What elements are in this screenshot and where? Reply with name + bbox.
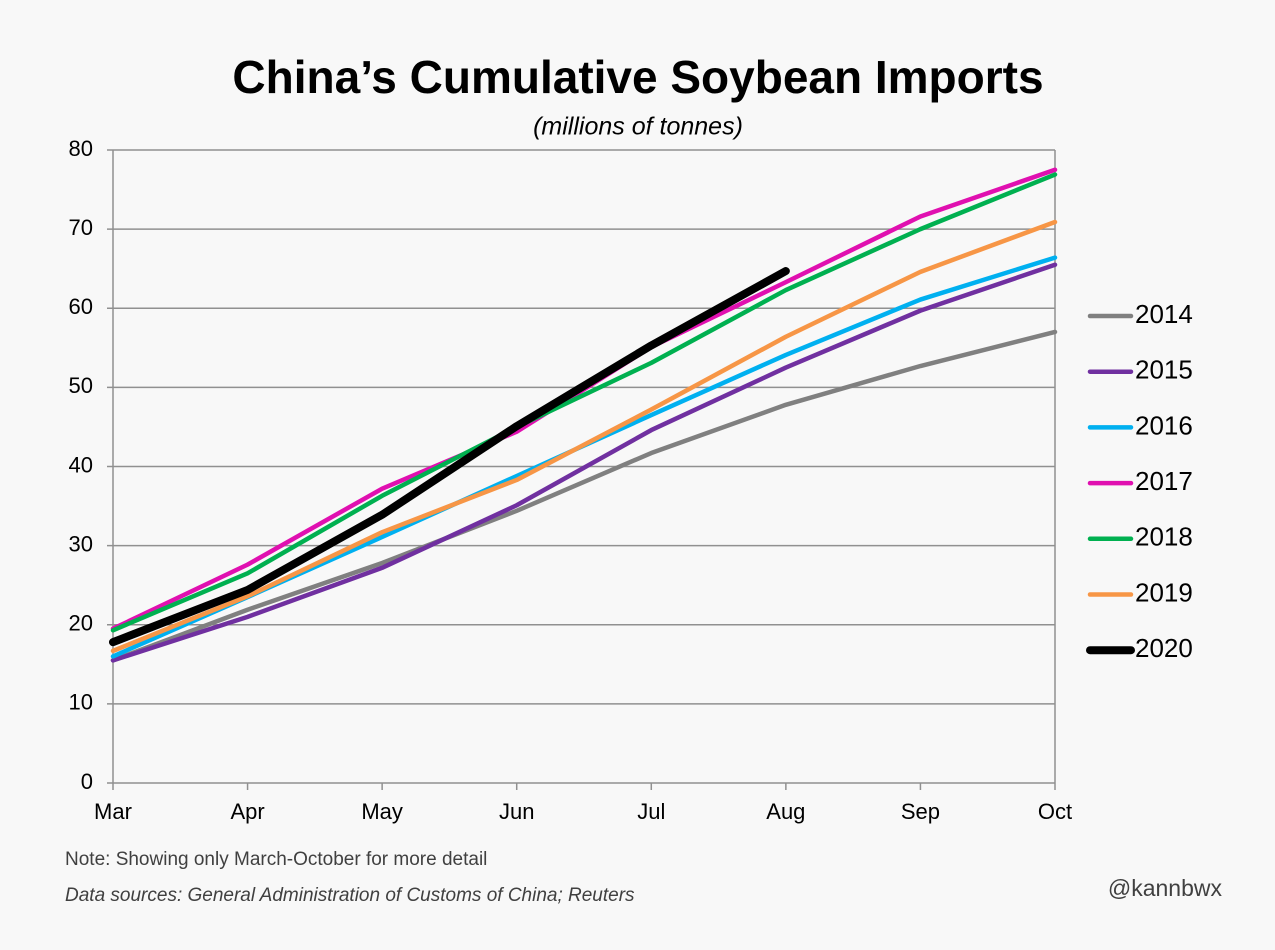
series-line xyxy=(110,172,1058,633)
source: Data sources: General Administration of … xyxy=(65,885,635,906)
chart-title: China’s Cumulative Soybean Imports xyxy=(232,51,1043,103)
series-line xyxy=(110,262,1058,663)
legend-label: 2015 xyxy=(1135,355,1193,385)
y-tick-label: 20 xyxy=(69,611,93,636)
chart-subtitle: (millions of tonnes) xyxy=(533,113,743,141)
legend-label: 2019 xyxy=(1135,577,1193,607)
series-line xyxy=(110,219,1058,654)
y-tick-label: 0 xyxy=(81,769,93,794)
x-tick-label: Jun xyxy=(499,799,534,824)
x-tick-label: Jul xyxy=(637,799,665,824)
y-tick-label: 30 xyxy=(69,531,93,556)
note: Note: Showing only March-October for mor… xyxy=(65,849,487,870)
x-tick-label: Oct xyxy=(1038,799,1072,824)
y-tick-label: 70 xyxy=(69,215,93,240)
legend-label: 2014 xyxy=(1135,299,1193,329)
y-tick-label: 80 xyxy=(69,136,93,161)
x-tick-label: Apr xyxy=(230,799,264,824)
x-tick-label: Mar xyxy=(94,799,132,824)
x-tick-label: May xyxy=(361,799,403,824)
credit: @kannbwx xyxy=(1108,875,1223,901)
x-tick-label: Aug xyxy=(766,799,805,824)
legend-label: 2017 xyxy=(1135,466,1193,496)
series-line xyxy=(110,329,1058,663)
legend-label: 2020 xyxy=(1135,633,1193,663)
x-tick-label: Sep xyxy=(901,799,940,824)
y-tick-label: 60 xyxy=(69,294,93,319)
y-tick-label: 10 xyxy=(69,690,93,715)
y-tick-label: 50 xyxy=(69,373,93,398)
legend-label: 2016 xyxy=(1135,410,1193,440)
series-line xyxy=(109,267,790,647)
legend-label: 2018 xyxy=(1135,522,1193,552)
y-tick-label: 40 xyxy=(69,452,93,477)
